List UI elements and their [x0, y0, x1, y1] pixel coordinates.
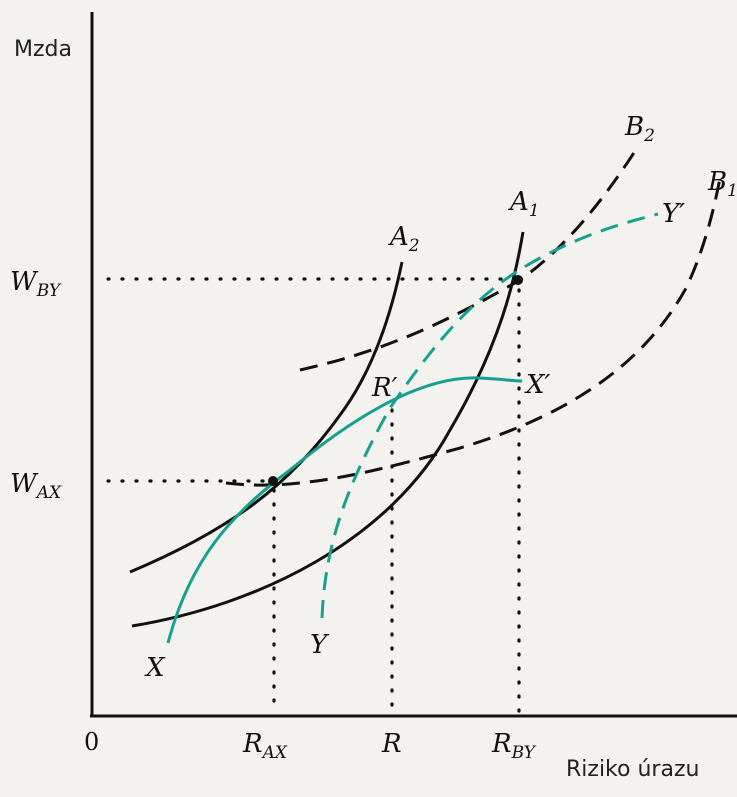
y-tick-w-ax: WAX: [10, 469, 62, 503]
curve-y: [320, 212, 659, 619]
y-axis-label: Mzda: [14, 37, 72, 62]
label-b2: B2: [624, 112, 655, 146]
label-b1: B1: [707, 167, 737, 201]
label-x-prime: X′: [524, 370, 551, 400]
label-r-prime: R′: [371, 373, 398, 403]
point-by: [513, 275, 523, 285]
origin-label: 0: [84, 728, 99, 756]
label-a1: A1: [508, 187, 540, 221]
x-axis-label: Riziko úrazu: [566, 757, 699, 782]
curve-b1: [225, 177, 722, 487]
curve-a1: [131, 231, 525, 628]
curve-a2: [129, 261, 404, 574]
x-tick-r-ax: RAX: [242, 729, 288, 763]
label-a2: A2: [388, 222, 420, 256]
point-ax: [268, 476, 278, 486]
y-tick-w-by: WBY: [10, 267, 62, 301]
curve-b2: [299, 147, 639, 372]
curve-x: [166, 376, 523, 644]
label-y-prime: Y′: [662, 199, 685, 229]
label-x: X: [144, 653, 166, 683]
x-tick-r: R: [381, 729, 402, 759]
label-y: Y: [310, 630, 330, 660]
x-tick-r-by: RBY: [491, 729, 537, 763]
